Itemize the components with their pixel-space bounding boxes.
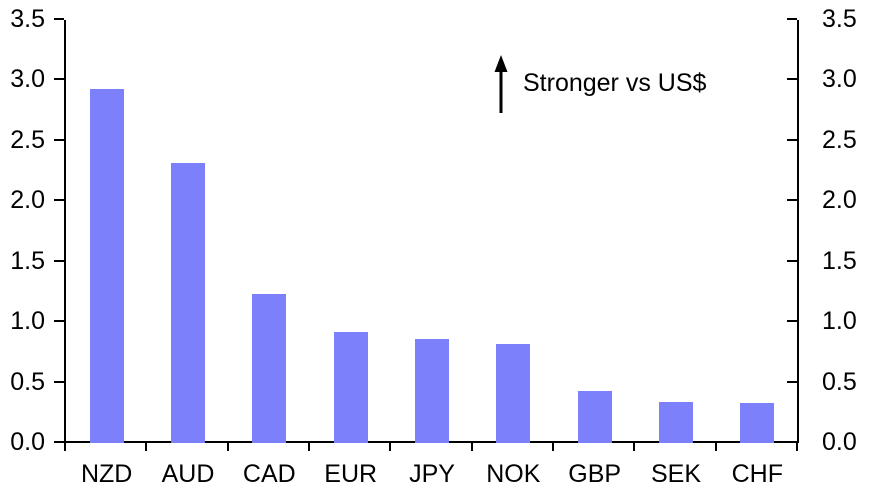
x-tick xyxy=(226,443,229,451)
x-axis-label-sek: SEK xyxy=(650,460,701,488)
bar-eur xyxy=(333,331,368,443)
y-tick-right xyxy=(787,320,797,323)
x-tick xyxy=(714,443,717,451)
y-axis-right-line xyxy=(797,20,799,443)
y-axis-label-left-0.5: 0.5 xyxy=(10,367,45,396)
bar-aud xyxy=(171,162,205,443)
y-tick-right xyxy=(787,259,797,262)
bar-cad xyxy=(252,294,287,443)
y-tick-left xyxy=(54,78,64,81)
x-axis-label-cad: CAD xyxy=(242,460,296,488)
y-tick-right xyxy=(787,199,797,202)
bar-gbp xyxy=(577,391,612,443)
x-axis-label-eur: EUR xyxy=(324,460,378,488)
y-axis-label-left-3.5: 3.5 xyxy=(10,5,45,33)
y-axis-label-left-0.0: 0.0 xyxy=(10,428,45,456)
up-arrow-icon xyxy=(494,55,508,113)
bar-nok xyxy=(496,343,531,443)
x-tick xyxy=(389,443,392,451)
bar-chf xyxy=(740,403,775,443)
y-tick-left xyxy=(54,199,64,202)
x-axis-label-chf: CHF xyxy=(731,460,784,488)
annotation-label: Stronger vs US$ xyxy=(523,69,707,97)
x-tick xyxy=(145,443,148,451)
bar-sek xyxy=(659,401,693,443)
x-tick xyxy=(796,443,798,451)
y-tick-left xyxy=(54,320,64,323)
x-axis-label-nzd: NZD xyxy=(80,460,133,488)
y-tick-left xyxy=(54,138,64,141)
y-tick-right xyxy=(787,78,797,81)
y-axis-label-right-3.5: 3.5 xyxy=(822,5,857,33)
y-axis-label-right-2.0: 2.0 xyxy=(822,186,857,215)
x-axis-label-jpy: JPY xyxy=(409,460,455,488)
stronger-vs-usd-annotation: Stronger vs US$ xyxy=(492,55,706,115)
x-tick xyxy=(308,443,310,451)
y-tick-right xyxy=(787,380,797,383)
y-tick-left xyxy=(54,259,64,262)
y-axis-label-left-2.5: 2.5 xyxy=(10,125,45,154)
y-tick-right xyxy=(787,138,797,141)
bar-jpy xyxy=(415,339,449,443)
y-axis-label-right-0.5: 0.5 xyxy=(822,367,857,396)
x-axis-label-gbp: GBP xyxy=(568,460,622,488)
y-tick-left xyxy=(54,380,64,383)
y-axis-label-right-2.5: 2.5 xyxy=(822,125,857,154)
y-tick-left xyxy=(54,441,64,443)
y-axis-label-left-1.5: 1.5 xyxy=(10,246,45,275)
x-tick xyxy=(552,443,554,451)
y-axis-label-right-1.0: 1.0 xyxy=(822,307,857,336)
x-axis-label-aud: AUD xyxy=(161,460,215,488)
x-tick xyxy=(633,443,636,451)
y-axis-label-left-2.0: 2.0 xyxy=(10,186,45,215)
y-axis-label-right-3.0: 3.0 xyxy=(822,65,857,94)
y-axis-label-left-3.0: 3.0 xyxy=(10,65,45,94)
y-axis-left-line xyxy=(64,20,66,443)
y-axis-label-left-1.0: 1.0 xyxy=(10,307,45,336)
x-tick xyxy=(470,443,473,451)
y-axis-label-right-1.5: 1.5 xyxy=(822,246,857,275)
y-axis-label-right-0.0: 0.0 xyxy=(822,428,857,456)
x-axis-label-nok: NOK xyxy=(486,460,541,488)
y-tick-right xyxy=(787,18,797,20)
x-tick xyxy=(64,443,66,451)
y-tick-left xyxy=(54,18,64,20)
bar-nzd xyxy=(89,88,124,443)
y-tick-right xyxy=(787,441,797,443)
